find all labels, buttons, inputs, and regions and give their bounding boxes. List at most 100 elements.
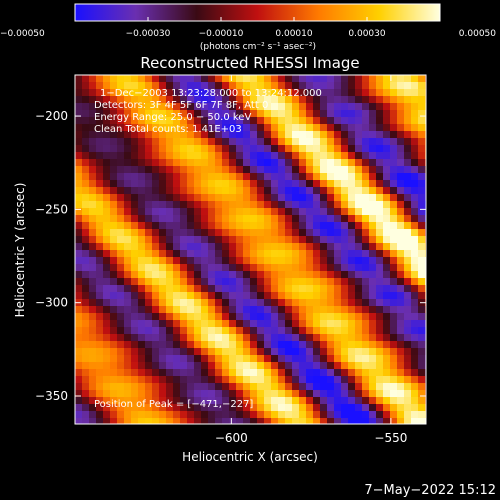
heatmap-cell: [82, 250, 90, 258]
heatmap-cell: [124, 383, 132, 391]
heatmap-cell: [250, 215, 258, 223]
heatmap-cell: [131, 145, 139, 153]
heatmap-cell: [208, 166, 216, 174]
heatmap-cell: [96, 334, 104, 342]
heatmap-cell: [117, 285, 125, 293]
heatmap-cell: [152, 250, 160, 258]
heatmap-cell: [299, 369, 307, 377]
heatmap-cell: [341, 89, 349, 97]
heatmap-cell: [341, 117, 349, 125]
heatmap-cell: [418, 229, 426, 237]
heatmap-cell: [173, 159, 181, 167]
heatmap-cell: [250, 194, 258, 202]
heatmap-cell: [145, 187, 153, 195]
heatmap-cell: [313, 299, 321, 307]
heatmap-cell: [390, 75, 398, 83]
heatmap-cell: [75, 236, 83, 244]
heatmap-cell: [271, 187, 279, 195]
heatmap-cell: [362, 390, 370, 398]
heatmap-cell: [334, 166, 342, 174]
heatmap-cell: [152, 117, 160, 125]
heatmap-cell: [313, 404, 321, 412]
heatmap-cell: [348, 131, 356, 139]
heatmap-cell: [418, 194, 426, 202]
heatmap-cell: [215, 152, 223, 160]
heatmap-cell: [327, 82, 335, 90]
heatmap-cell: [166, 362, 174, 370]
heatmap-cell: [215, 236, 223, 244]
heatmap-cell: [250, 145, 258, 153]
heatmap-cell: [320, 327, 328, 335]
heatmap-cell: [215, 383, 223, 391]
heatmap-cell: [299, 117, 307, 125]
heatmap-cell: [138, 103, 146, 111]
heatmap-cell: [271, 110, 279, 118]
heatmap-cell: [355, 103, 363, 111]
heatmap-cell: [264, 320, 272, 328]
heatmap-cell: [299, 194, 307, 202]
heatmap-cell: [257, 355, 265, 363]
heatmap-cell: [369, 208, 377, 216]
heatmap-cell: [327, 236, 335, 244]
heatmap-cell: [208, 306, 216, 314]
heatmap-cell: [355, 236, 363, 244]
heatmap-cell: [271, 278, 279, 286]
heatmap-cell: [334, 306, 342, 314]
heatmap-cell: [75, 187, 83, 195]
heatmap-cell: [278, 187, 286, 195]
heatmap-cell: [278, 138, 286, 146]
heatmap-cell: [404, 236, 412, 244]
heatmap-cell: [362, 208, 370, 216]
heatmap-cell: [292, 271, 300, 279]
heatmap-cell: [404, 362, 412, 370]
heatmap-cell: [411, 229, 419, 237]
heatmap-cell: [173, 82, 181, 90]
heatmap-cell: [96, 306, 104, 314]
heatmap-cell: [313, 103, 321, 111]
heatmap-cell: [243, 103, 251, 111]
heatmap-cell: [250, 264, 258, 272]
heatmap-cell: [180, 229, 188, 237]
heatmap-cell: [306, 397, 314, 405]
heatmap-cell: [110, 138, 118, 146]
heatmap-cell: [369, 383, 377, 391]
heatmap-cell: [271, 355, 279, 363]
heatmap-cell: [124, 278, 132, 286]
heatmap-cell: [229, 173, 237, 181]
heatmap-cell: [376, 117, 384, 125]
heatmap-cell: [194, 180, 202, 188]
heatmap-cell: [131, 180, 139, 188]
heatmap-cell: [334, 264, 342, 272]
heatmap-cell: [411, 173, 419, 181]
heatmap-cell: [166, 411, 174, 419]
heatmap-cell: [257, 250, 265, 258]
heatmap-cell: [208, 313, 216, 321]
heatmap-cell: [166, 320, 174, 328]
heatmap-cell: [194, 390, 202, 398]
heatmap-cell: [383, 243, 391, 251]
heatmap-cell: [369, 306, 377, 314]
heatmap-cell: [390, 404, 398, 412]
heatmap-cell: [82, 390, 90, 398]
heatmap-cell: [152, 236, 160, 244]
heatmap-cell: [229, 187, 237, 195]
heatmap-cell: [201, 208, 209, 216]
heatmap-cell: [208, 369, 216, 377]
heatmap-cell: [173, 299, 181, 307]
heatmap-cell: [222, 376, 230, 384]
heatmap-cell: [341, 411, 349, 419]
heatmap-cell: [383, 306, 391, 314]
heatmap-cell: [103, 250, 111, 258]
heatmap-cell: [369, 397, 377, 405]
heatmap-cell: [201, 243, 209, 251]
heatmap-cell: [187, 96, 195, 104]
heatmap-cell: [334, 327, 342, 335]
heatmap-cell: [208, 222, 216, 230]
heatmap-cell: [362, 397, 370, 405]
heatmap-cell: [313, 278, 321, 286]
heatmap-cell: [208, 271, 216, 279]
heatmap-cell: [292, 418, 300, 424]
heatmap-cell: [208, 362, 216, 370]
heatmap-cell: [320, 103, 328, 111]
heatmap-cell: [201, 390, 209, 398]
